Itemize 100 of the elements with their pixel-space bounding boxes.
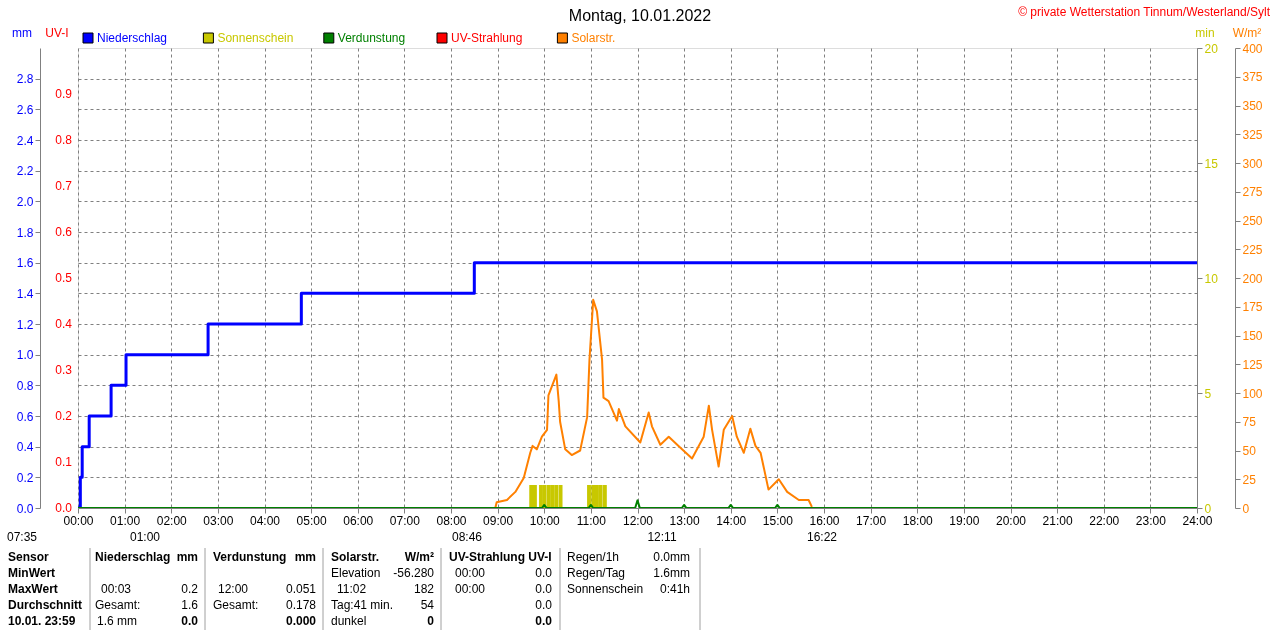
text: 0.0 [535, 582, 553, 596]
y2-tick-label: 225 [1242, 242, 1263, 257]
text: 0.3 [55, 363, 73, 377]
text: Sonnenschein [567, 582, 644, 596]
x-tick-label: 21:00 [1042, 513, 1073, 528]
y2-tick-label: 125 [1242, 357, 1263, 372]
y3-axis-title: min [1195, 26, 1215, 40]
text: 0.0 [535, 566, 553, 580]
y2-tick-label: 275 [1242, 185, 1263, 200]
text: dunkel [331, 614, 367, 628]
y2-tick-label: 250 [1242, 214, 1263, 228]
text: Sensor [8, 550, 50, 564]
y2-tick-label: 100 [1242, 386, 1263, 401]
y2-tick-label: 350 [1242, 99, 1263, 113]
text: Solarstr. [331, 550, 380, 564]
y2-tick-label: 75 [1242, 415, 1257, 430]
legend-label: Verdunstung [337, 31, 406, 45]
text: W/m² [404, 550, 434, 564]
y-tick-label: 2.4 [16, 133, 34, 148]
y-tick-label: 1.4 [16, 286, 34, 301]
legend-label: Sonnenschein [217, 31, 294, 45]
text: 0.2 [181, 582, 199, 596]
text: 0.051 [285, 582, 317, 596]
text: 01:00 [129, 530, 161, 544]
text: MinWert [8, 566, 56, 580]
x-tick-label: 09:00 [483, 513, 514, 528]
x-tick-label: 17:00 [856, 513, 887, 528]
y-tick-label: 2.6 [16, 102, 34, 117]
text: 11:02 [337, 582, 367, 596]
x-tick-label: 11:00 [576, 513, 607, 528]
x-tick-label: 19:00 [949, 513, 980, 528]
y-tick-label: 1.6 [16, 256, 34, 271]
y-tick-label: 0.4 [16, 440, 34, 455]
x-tick-label: 05:00 [296, 513, 327, 528]
y2-tick-label: 0 [1242, 501, 1250, 516]
y-tick-label: 0.0 [16, 501, 34, 516]
text: Regen/1h [567, 550, 620, 564]
text: mm [176, 550, 198, 564]
legend-label: UV-Strahlung [451, 31, 523, 45]
text: 0.0 [535, 614, 553, 628]
y2-tick-label: 150 [1242, 329, 1263, 343]
text: Verdunstung [213, 550, 287, 564]
x-tick-label: 10:00 [529, 513, 561, 528]
y-tick-label: 1.0 [16, 348, 34, 363]
text: -56.280 [393, 566, 435, 580]
text: 1.6 mm [97, 614, 138, 628]
y2-tick-label: 300 [1242, 156, 1263, 171]
x-tick-label: 13:00 [669, 513, 700, 528]
text: 0.000 [285, 614, 317, 628]
x-tick-label: 14:00 [716, 513, 747, 528]
text: 0.178 [285, 598, 317, 612]
legend-label: Niederschlag [97, 31, 168, 45]
chart-title: Montag, 10.01.2022 [568, 7, 712, 24]
text: 08:46 [451, 530, 483, 544]
y3-tick-label: 15 [1204, 156, 1219, 171]
text: 0.0 [535, 598, 553, 612]
text: 0.5 [55, 271, 73, 285]
text: 00:00 [455, 566, 486, 580]
text: 0 [427, 614, 435, 628]
text: 0.4 [55, 317, 73, 331]
text: Gesamt: [95, 598, 141, 612]
x-tick-label: 20:00 [995, 513, 1027, 528]
text: 0.6 [55, 225, 73, 239]
y-tick-label: 0.8 [16, 378, 34, 393]
x-tick-label: 18:00 [902, 513, 934, 528]
text: 0.0mm [653, 550, 690, 564]
x-tick-label: 02:00 [156, 513, 188, 528]
text: 0.2 [55, 409, 73, 423]
x-tick-label: 03:00 [203, 513, 234, 528]
x-tick-label: 23:00 [1135, 513, 1167, 528]
x-tick-label: 04:00 [249, 513, 281, 528]
text: 0:41h [659, 582, 690, 596]
text: 0.8 [55, 133, 73, 147]
x-tick-label: 08:00 [436, 513, 467, 528]
text: 0.9 [55, 87, 73, 101]
text: 0.1 [55, 455, 73, 469]
y2-tick-label: 50 [1242, 444, 1257, 458]
y3-tick-label: 5 [1204, 386, 1212, 401]
text: 1.6 [181, 598, 199, 612]
text: © private Wetterstation Tinnum/Westerland/Sylt [1018, 5, 1271, 19]
y-tick-label: 1.8 [16, 225, 34, 240]
y-tick-label: 1.2 [16, 317, 34, 332]
y2-axis-title: W/m² [1232, 26, 1262, 40]
y3-tick-label: 0 [1204, 501, 1212, 516]
x-tick-label: 15:00 [762, 513, 794, 528]
y3-tick-label: 20 [1204, 41, 1219, 56]
line-series [494, 298, 813, 508]
y-tick-label: 2.0 [16, 194, 34, 209]
text: 10.01. 23:59 [8, 614, 76, 628]
text: UV-I [45, 26, 69, 40]
text: 0.7 [55, 179, 73, 193]
text: UV-Strahlung UV-I [449, 550, 552, 564]
x-tick-label: 01:00 [110, 513, 141, 528]
text: Gesamt: [213, 598, 259, 612]
text: 12:00 [218, 582, 249, 596]
y-axis-title: mm [12, 26, 32, 40]
x-tick-label: 22:00 [1089, 513, 1120, 528]
y2-tick-label: 175 [1242, 300, 1263, 315]
text: Regen/Tag [567, 566, 626, 580]
text: 00:03 [101, 582, 132, 596]
